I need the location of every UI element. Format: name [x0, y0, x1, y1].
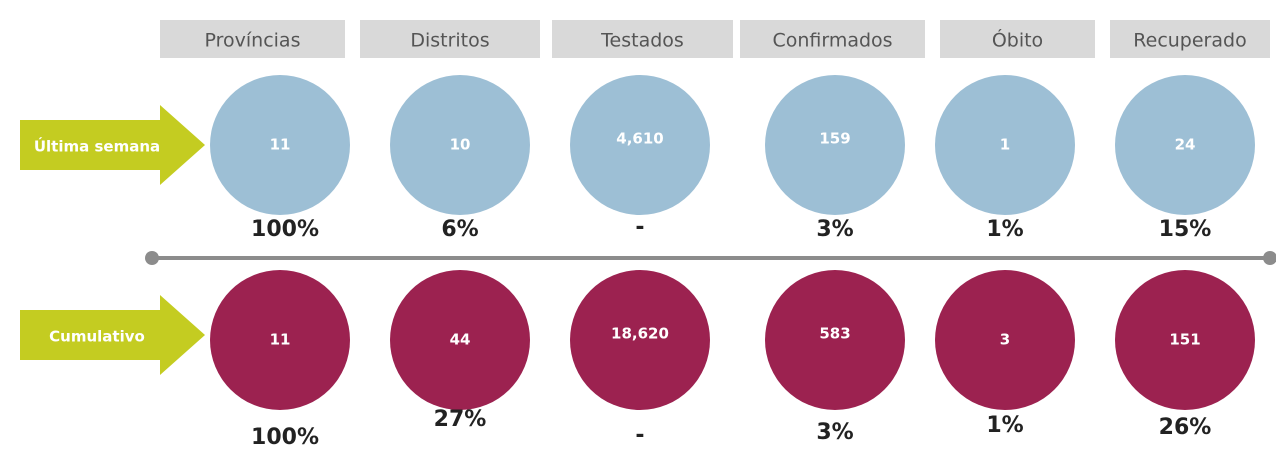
- percent: 100%: [251, 217, 319, 242]
- stat-circle: [935, 75, 1075, 215]
- divider-dot: [145, 251, 159, 265]
- column-header-box: [552, 20, 733, 58]
- stat-value: 24: [1175, 136, 1196, 154]
- stat-circle: [765, 75, 905, 215]
- percent: 3%: [816, 217, 853, 242]
- stat-value: 3: [1000, 331, 1010, 349]
- stat-value: 11: [270, 136, 291, 154]
- row-label: Última semana: [34, 137, 160, 156]
- column-header: Confirmados: [772, 30, 892, 52]
- percent: 15%: [1159, 217, 1212, 242]
- stat-value: 44: [450, 331, 471, 349]
- arrow: [20, 295, 205, 375]
- column-header-box: [740, 20, 925, 58]
- stat-value: 11: [270, 331, 291, 349]
- column-header: Óbito: [992, 28, 1043, 52]
- divider-dot: [1263, 251, 1276, 265]
- stat-circle: [1115, 75, 1255, 215]
- stat-value: 1: [1000, 136, 1010, 154]
- column-header: Distritos: [410, 30, 489, 52]
- stat-circle: [570, 75, 710, 215]
- percent: 1%: [986, 217, 1023, 242]
- row-label: Cumulativo: [49, 328, 145, 346]
- stat-value: 10: [450, 136, 471, 154]
- column-header: Recuperado: [1133, 30, 1246, 52]
- percent: 6%: [441, 217, 478, 242]
- stat-circle: [210, 270, 350, 410]
- stat-value: 4,610: [616, 130, 663, 148]
- stat-circle: [570, 270, 710, 410]
- column-header-box: [940, 20, 1095, 58]
- stat-circle: [390, 270, 530, 410]
- percent: -: [635, 215, 644, 240]
- stat-value: 583: [819, 325, 850, 343]
- arrow: [20, 105, 205, 185]
- column-header-box: [360, 20, 540, 58]
- column-header: Testados: [600, 30, 684, 52]
- stat-circle: [210, 75, 350, 215]
- stat-circle: [1115, 270, 1255, 410]
- stat-circle: [765, 270, 905, 410]
- percent: 100%: [251, 425, 319, 449]
- stat-value: 159: [819, 130, 850, 148]
- percent: 27%: [434, 407, 487, 432]
- stat-circle: [390, 75, 530, 215]
- column-header-box: [1110, 20, 1270, 58]
- column-header: Províncias: [205, 30, 301, 52]
- stat-value: 151: [1169, 331, 1200, 349]
- percent: 3%: [816, 420, 853, 445]
- percent: 1%: [986, 413, 1023, 438]
- stat-circle: [935, 270, 1075, 410]
- stat-value: 18,620: [611, 325, 669, 343]
- percent: 26%: [1159, 415, 1212, 440]
- percent: -: [635, 423, 644, 448]
- column-header-box: [160, 20, 345, 58]
